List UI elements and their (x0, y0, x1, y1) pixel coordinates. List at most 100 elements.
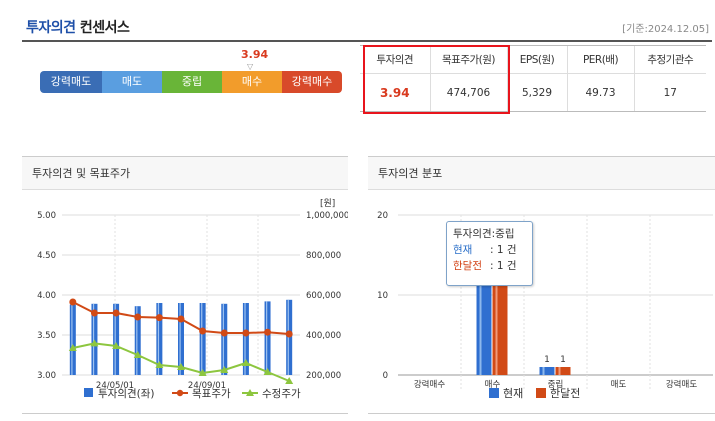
price-lines (68, 298, 294, 384)
opinion-bar (178, 303, 184, 375)
section-title: 투자의견 컨센서스 (26, 17, 130, 37)
cell-per: 49.73 (566, 73, 634, 112)
left-axis-tick-label: 4.00 (37, 291, 56, 301)
adjusted-price-point (90, 339, 99, 347)
target-price-point (112, 309, 120, 317)
legend-label-target: 목표주가 (192, 388, 231, 400)
col-header-institutions: 추정기관수 (633, 45, 706, 74)
y-axis-ticks: 20 10 0 (377, 211, 388, 381)
target-price-point (90, 309, 98, 317)
y-axis-tick-label: 0 (383, 371, 388, 381)
bar-highlight (495, 247, 498, 375)
tooltip-label-month-ago: 한달전 (453, 260, 482, 272)
adjusted-price-point (133, 351, 142, 358)
consensus-table: 투자의견 목표주가(원) EPS(원) PER(배) 추정기관수 3.94 47… (360, 45, 706, 112)
cell-opinion: 3.94 (360, 73, 430, 112)
category-label: 매수 (485, 380, 501, 390)
adjusted-price-point (177, 363, 185, 370)
adjusted-price-point (241, 359, 250, 366)
adjusted-price-point (263, 368, 272, 375)
opinion-target-price-panel: 투자의견 및 목표주가 5.00 4.50 4.00 3.50 3.00 1,000,0… (22, 156, 348, 414)
opinion-bar-highlight (287, 299, 289, 375)
bar-highlight (479, 247, 482, 375)
opinion-bar (199, 303, 206, 375)
legend-label-opinion: 투자의견(좌) (98, 388, 155, 400)
highlight-box (363, 45, 510, 114)
adjusted-price-point (112, 342, 121, 349)
adjusted-price-point (68, 344, 77, 351)
right-axis-tick-label: 1,000,000 (306, 211, 348, 221)
right-axis-tick-label: 600,000 (306, 291, 341, 301)
target-price-point (264, 328, 272, 336)
table-row: 3.94 474,706 5,329 49.73 17 (360, 73, 706, 112)
target-price-point (177, 315, 185, 323)
target-price-point (155, 314, 163, 322)
category-labels: 강력매수 매수 중립 매도 강력매도 (414, 379, 697, 390)
data-label: 1 (544, 355, 550, 365)
opinion-target-price-chart: 5.00 4.50 4.00 3.50 3.00 1,000,000 800,000 600… (37, 198, 348, 400)
chart-tooltip: 투자의견:중립 현재 : 1 건 한달전: 1 건 (446, 221, 533, 286)
opinion-bar (134, 306, 141, 375)
y-axis-tick-label: 20 (377, 211, 388, 221)
opinion-bar-highlight (179, 303, 181, 375)
table-header-row: 투자의견 목표주가(원) EPS(원) PER(배) 추정기관수 (360, 45, 706, 74)
opinion-bar (242, 303, 249, 375)
rating-segment-sell: 매도 (102, 71, 162, 93)
legend-swatch-current (489, 388, 499, 398)
base-date: [기준:2024.12.05] (622, 24, 709, 35)
adjusted-price-point (285, 377, 294, 384)
cell-institutions: 17 (633, 73, 706, 112)
right-axis-ticks: 1,000,000 800,000 600,000 400,000 200,000 (306, 211, 348, 381)
opinion-bar (264, 301, 271, 375)
y-axis-tick-label: 10 (377, 291, 388, 301)
title-divider (22, 40, 712, 42)
opinion-bar-highlight (244, 303, 246, 375)
category-label: 중립 (548, 380, 564, 390)
opinion-bar (221, 303, 228, 375)
right-axis-tick-label: 200,000 (306, 371, 341, 381)
target-price-point (285, 330, 293, 338)
legend-marker-adjusted (246, 389, 254, 396)
opinion-bar-highlight (71, 304, 73, 375)
rating-segment-strong-sell: 강력매도 (40, 71, 102, 93)
tooltip-row-month-ago: 한달전: 1 건 (453, 258, 526, 274)
x-axis-ticks: 24/05/01 24/09/01 (96, 381, 226, 391)
left-axis-tick-label: 4.50 (37, 251, 56, 261)
month-ago-bar (555, 367, 571, 375)
col-header-eps: EPS(원) (506, 45, 567, 74)
target-price-point (199, 327, 207, 335)
opinion-bar (156, 303, 163, 375)
current-bar (539, 367, 555, 375)
legend-label-adjusted: 수정주가 (262, 388, 301, 400)
rating-segment-buy: 매수 (222, 71, 282, 93)
chart-legend: 현재 한달전 (489, 387, 580, 400)
opinion-bar-highlight (222, 303, 224, 375)
bar-highlight (558, 367, 561, 375)
opinion-bar-highlight (92, 303, 95, 375)
adjusted-price-point (155, 361, 164, 368)
tooltip-label-current: 현재 (453, 244, 473, 256)
col-header-opinion: 투자의견 (360, 45, 430, 74)
opinion-bar (113, 303, 120, 375)
legend-swatch-opinion (84, 388, 93, 397)
opinion-bar (69, 304, 76, 375)
opinion-bar-highlight (157, 303, 160, 375)
target-price-point (242, 329, 250, 337)
data-label: 1 (560, 355, 566, 365)
left-axis-tick-label: 3.50 (37, 331, 56, 341)
tooltip-value-current: : 1 건 (490, 244, 517, 256)
left-axis-tick-label: 5.00 (37, 211, 56, 221)
legend-label-current: 현재 (503, 387, 523, 400)
x-axis-tick-label: 24/05/01 (96, 381, 134, 391)
cell-eps: 5,329 (506, 73, 567, 112)
target-price-point (69, 298, 77, 306)
legend-swatch-month-ago (536, 388, 546, 398)
current-rating-marker-icon: ▽ (247, 62, 254, 71)
right-axis-tick-label: 800,000 (306, 251, 341, 261)
tooltip-title: 투자의견:중립 (453, 228, 515, 240)
legend-label-month-ago: 한달전 (550, 387, 580, 400)
current-rating-value: 3.94 (241, 48, 269, 61)
rating-segment-strong-buy: 강력매수 (282, 71, 342, 93)
adjusted-price-point (198, 369, 207, 376)
